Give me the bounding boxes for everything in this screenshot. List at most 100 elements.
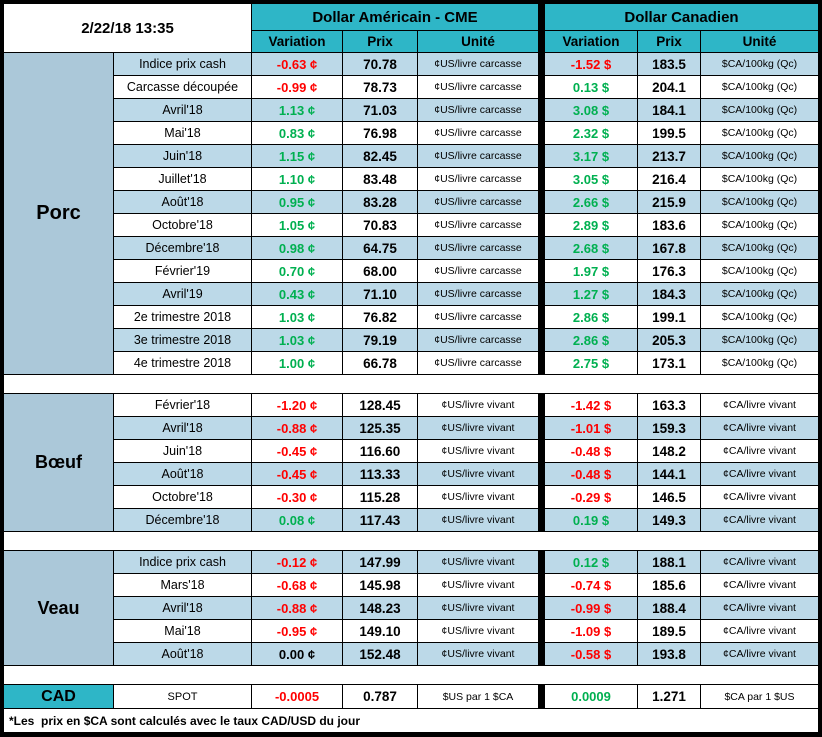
ca-price: 1.271: [638, 685, 700, 708]
us-price: 79.19: [343, 329, 417, 351]
ca-unit: $CA/100kg (Qc): [701, 99, 818, 121]
ca-variation: 2.89 $: [545, 214, 637, 236]
ca-variation: 0.12 $: [545, 551, 637, 573]
contract-label: Décembre'18: [114, 509, 251, 531]
contract-label: Mai'18: [114, 620, 251, 642]
us-unit: ¢US/livre vivant: [418, 574, 538, 596]
cad-prix-header: Prix: [638, 31, 700, 52]
us-price: 76.82: [343, 306, 417, 328]
contract-label: Août'18: [114, 643, 251, 665]
ca-price: 184.1: [638, 99, 700, 121]
us-unit: ¢US/livre carcasse: [418, 76, 538, 98]
ca-variation: 3.17 $: [545, 145, 637, 167]
us-variation: -1.20 ¢: [252, 394, 342, 416]
ca-variation: 2.86 $: [545, 306, 637, 328]
us-variation: 0.95 ¢: [252, 191, 342, 213]
us-price: 68.00: [343, 260, 417, 282]
ca-unit: $CA/100kg (Qc): [701, 122, 818, 144]
us-variation: 0.43 ¢: [252, 283, 342, 305]
ca-price: 193.8: [638, 643, 700, 665]
ca-unit: $CA/100kg (Qc): [701, 214, 818, 236]
spot-label: SPOT: [114, 685, 251, 708]
contract-label: Août'18: [114, 191, 251, 213]
ca-unit: ¢CA/livre vivant: [701, 643, 818, 665]
ca-unit: ¢CA/livre vivant: [701, 394, 818, 416]
us-variation: -0.0005: [252, 685, 342, 708]
us-price: 71.10: [343, 283, 417, 305]
ca-price: 146.5: [638, 486, 700, 508]
column-divider: [539, 76, 544, 98]
ca-unit: ¢CA/livre vivant: [701, 509, 818, 531]
ca-unit: ¢CA/livre vivant: [701, 551, 818, 573]
us-variation: 1.03 ¢: [252, 306, 342, 328]
ca-variation: -1.42 $: [545, 394, 637, 416]
us-price: 117.43: [343, 509, 417, 531]
column-divider: [539, 394, 544, 416]
ca-price: 183.5: [638, 53, 700, 75]
column-divider: [539, 306, 544, 328]
ca-price: 149.3: [638, 509, 700, 531]
usd-variation-header: Variation: [252, 31, 342, 52]
ca-unit: ¢CA/livre vivant: [701, 620, 818, 642]
us-variation: 1.10 ¢: [252, 168, 342, 190]
ca-price: 185.6: [638, 574, 700, 596]
us-unit: ¢US/livre vivant: [418, 440, 538, 462]
ca-price: 163.3: [638, 394, 700, 416]
us-variation: -0.63 ¢: [252, 53, 342, 75]
ca-unit: $CA par 1 $US: [701, 685, 818, 708]
us-price: 152.48: [343, 643, 417, 665]
contract-label: Mars'18: [114, 574, 251, 596]
ca-variation: 3.08 $: [545, 99, 637, 121]
us-variation: -0.68 ¢: [252, 574, 342, 596]
usd-prix-header: Prix: [343, 31, 417, 52]
section-divider: [4, 532, 818, 550]
us-variation: 1.13 ¢: [252, 99, 342, 121]
contract-label: Février'18: [114, 394, 251, 416]
us-unit: ¢US/livre carcasse: [418, 191, 538, 213]
section-label: Veau: [4, 551, 113, 665]
contract-label: Avril'19: [114, 283, 251, 305]
contract-label: Août'18: [114, 463, 251, 485]
ca-variation: 3.05 $: [545, 168, 637, 190]
us-unit: ¢US/livre carcasse: [418, 145, 538, 167]
cad-section-title: Dollar Canadien: [545, 4, 818, 30]
us-variation: -0.30 ¢: [252, 486, 342, 508]
us-variation: -0.88 ¢: [252, 597, 342, 619]
us-unit: ¢US/livre carcasse: [418, 329, 538, 351]
us-unit: ¢US/livre vivant: [418, 509, 538, 531]
ca-price: 183.6: [638, 214, 700, 236]
us-variation: 0.70 ¢: [252, 260, 342, 282]
ca-unit: ¢CA/livre vivant: [701, 463, 818, 485]
us-variation: -0.45 ¢: [252, 440, 342, 462]
ca-unit: $CA/100kg (Qc): [701, 260, 818, 282]
section-label: Porc: [4, 53, 113, 374]
ca-price: 148.2: [638, 440, 700, 462]
column-divider: [539, 509, 544, 531]
ca-unit: $CA/100kg (Qc): [701, 53, 818, 75]
column-divider: [539, 168, 544, 190]
ca-unit: $CA/100kg (Qc): [701, 283, 818, 305]
column-divider: [539, 620, 544, 642]
contract-label: Octobre'18: [114, 486, 251, 508]
ca-unit: ¢CA/livre vivant: [701, 574, 818, 596]
us-variation: -0.88 ¢: [252, 417, 342, 439]
us-price: 70.78: [343, 53, 417, 75]
ca-variation: -0.29 $: [545, 486, 637, 508]
column-divider: [539, 237, 544, 259]
column-divider: [539, 551, 544, 573]
ca-price: 188.4: [638, 597, 700, 619]
cad-variation-header: Variation: [545, 31, 637, 52]
column-divider: [539, 685, 544, 708]
contract-label: Indice prix cash: [114, 53, 251, 75]
us-price: 70.83: [343, 214, 417, 236]
us-unit: ¢US/livre carcasse: [418, 260, 538, 282]
ca-unit: $CA/100kg (Qc): [701, 306, 818, 328]
us-price: 125.35: [343, 417, 417, 439]
ca-price: 188.1: [638, 551, 700, 573]
ca-price: 199.5: [638, 122, 700, 144]
us-unit: ¢US/livre carcasse: [418, 168, 538, 190]
column-divider: [539, 574, 544, 596]
us-variation: 1.00 ¢: [252, 352, 342, 374]
contract-label: 4e trimestre 2018: [114, 352, 251, 374]
section-label: Bœuf: [4, 394, 113, 531]
